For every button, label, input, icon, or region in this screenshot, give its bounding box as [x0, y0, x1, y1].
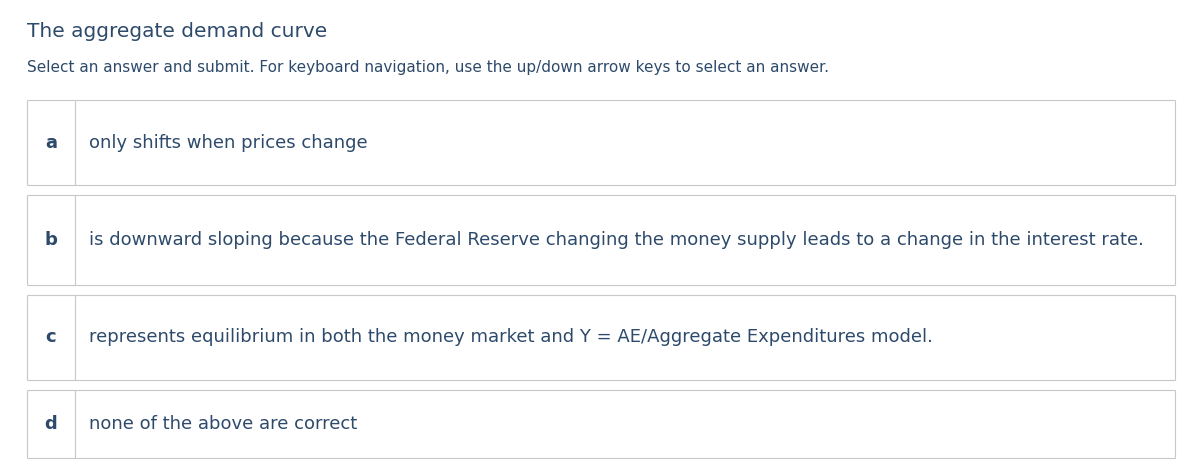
Text: only shifts when prices change: only shifts when prices change	[89, 133, 367, 152]
Text: d: d	[44, 415, 58, 433]
Text: none of the above are correct: none of the above are correct	[89, 415, 358, 433]
Text: The aggregate demand curve: The aggregate demand curve	[28, 22, 328, 41]
Text: b: b	[44, 231, 58, 249]
Text: a: a	[46, 133, 58, 152]
Text: c: c	[46, 328, 56, 346]
Text: represents equilibrium in both the money market and Y = AE/Aggregate Expenditure: represents equilibrium in both the money…	[89, 328, 932, 346]
Text: Select an answer and submit. For keyboard navigation, use the up/down arrow keys: Select an answer and submit. For keyboar…	[28, 60, 829, 75]
Text: is downward sloping because the Federal Reserve changing the money supply leads : is downward sloping because the Federal …	[89, 231, 1144, 249]
